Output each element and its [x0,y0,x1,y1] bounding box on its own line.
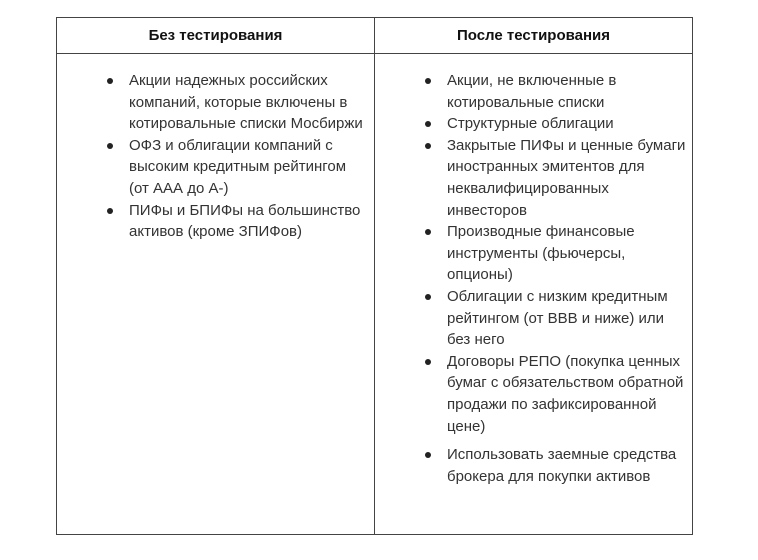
without-testing-list: Акции надежных российских компаний, кото… [57,54,374,243]
header-after-testing: После тестирования [374,17,693,54]
list-item: Облигации с низким кредитным рейтингом (… [375,286,689,351]
header-without-testing: Без тестирования [56,17,375,54]
after-testing-list: Акции, не включенные в котировальные спи… [375,54,692,487]
content-row: Акции надежных российских компаний, кото… [56,53,693,535]
list-item: Акции, не включенные в котировальные спи… [375,70,689,113]
list-item: Производные финансовые инструменты (фьюч… [375,221,689,286]
list-item: Закрытые ПИФы и ценные бумаги иностранны… [375,135,689,221]
without-testing-cell: Акции надежных российских компаний, кото… [56,53,375,535]
header-row: Без тестирования После тестирования [56,17,693,54]
list-item: Использовать заемные средства брокера дл… [375,444,689,487]
list-item: Договоры РЕПО (покупка ценных бумаг с об… [375,351,689,437]
list-item: ОФЗ и облигации компаний с высоким креди… [57,135,369,200]
list-item: Структурные облигации [375,113,689,135]
comparison-table: Без тестирования После тестирования Акци… [56,17,693,535]
list-item: Акции надежных российских компаний, кото… [57,70,369,135]
after-testing-cell: Акции, не включенные в котировальные спи… [374,53,693,535]
list-item: ПИФы и БПИФы на большинство активов (кро… [57,200,369,243]
